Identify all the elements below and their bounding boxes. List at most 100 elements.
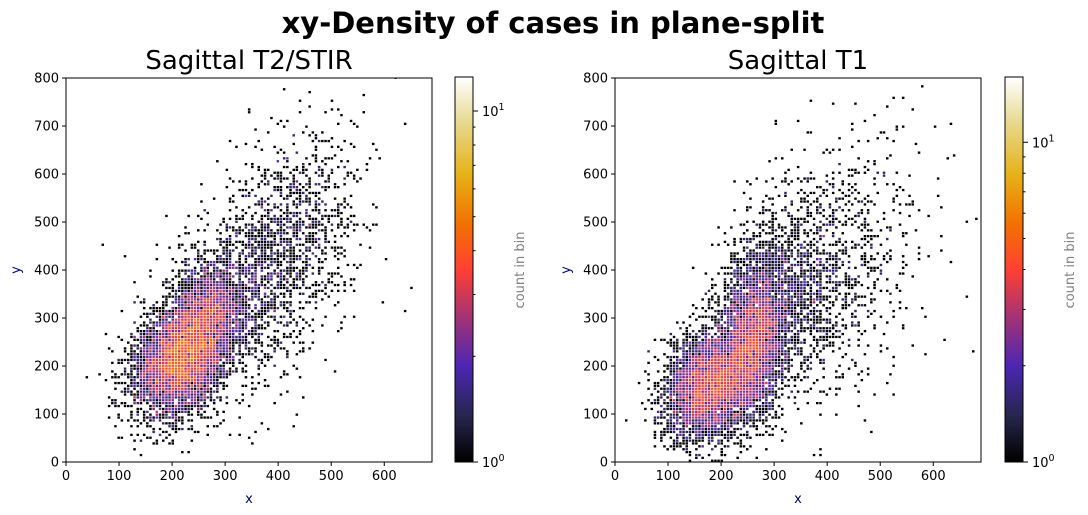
hexbin-cell	[238, 180, 241, 183]
hexbin-cell	[136, 433, 139, 436]
hexbin-cell	[158, 335, 162, 339]
hexbin-cell	[682, 376, 685, 379]
hexbin-cell	[270, 235, 273, 238]
hexbin-cell	[222, 324, 225, 327]
hexbin-cell	[286, 321, 289, 324]
hexbin-cell	[739, 396, 743, 399]
hexbin-cell	[260, 258, 264, 261]
hexbin-cell	[302, 327, 305, 330]
hexbin-cell	[203, 289, 206, 292]
hexbin-cell	[755, 361, 758, 364]
hexbin-cell	[695, 413, 698, 416]
hexbin-cell	[162, 347, 165, 350]
hexbin-cell	[235, 309, 238, 313]
hexbin-cell	[225, 275, 229, 278]
hexbin-cell	[241, 283, 244, 287]
hexbin-cell	[730, 353, 733, 356]
hexbin-cell	[209, 353, 213, 356]
hexbin-cell	[701, 407, 704, 411]
hexbin-cell	[279, 321, 283, 324]
hexbin-cell	[165, 367, 168, 370]
hexbin-cell	[174, 425, 178, 428]
hexbin-cell	[308, 197, 311, 200]
hexbin-cell	[844, 324, 848, 327]
hexbin-cell	[726, 396, 730, 399]
hexbin-cell	[222, 272, 225, 275]
hexbin-cell	[165, 355, 168, 359]
hexbin-cell	[742, 367, 746, 370]
hexbin-cell	[311, 318, 315, 321]
hexbin-cell	[688, 358, 692, 362]
hexbin-cell	[844, 240, 848, 243]
hexbin-cell	[758, 350, 762, 353]
hexbin-cell	[133, 321, 136, 324]
hexbin-cell	[152, 379, 155, 382]
hexbin-cell	[136, 384, 139, 387]
hexbin-cell	[726, 419, 730, 422]
hexbin-cell	[174, 292, 178, 295]
hexbin-cell	[222, 258, 225, 261]
hexbin-cell	[711, 425, 714, 428]
hexbin-cell	[720, 399, 723, 402]
hexbin-cell	[295, 180, 299, 183]
hexbin-cell	[263, 209, 267, 212]
hexbin-cell	[723, 344, 727, 347]
hexbin-cell	[244, 347, 248, 350]
hexbin-cell	[190, 439, 194, 442]
hexbin-cell	[761, 255, 765, 258]
hexbin-cell	[781, 209, 784, 212]
hexbin-cell	[695, 416, 698, 419]
hexbin-cell	[216, 353, 219, 356]
hexbin-cell	[197, 404, 200, 408]
hexbin-cell	[330, 275, 334, 278]
hexbin-cell	[796, 312, 800, 315]
hexbin-cell	[295, 223, 299, 226]
hexbin-cell	[688, 410, 692, 413]
hexbin-cell	[257, 243, 260, 246]
hexbin-cell	[197, 355, 200, 359]
hexbin-cell	[676, 358, 679, 362]
hexbin-cell	[247, 235, 251, 238]
hexbin-cell	[206, 364, 209, 367]
hexbin-cell	[647, 379, 650, 382]
hexbin-cell	[292, 252, 295, 255]
hexbin-cell	[676, 442, 679, 445]
hexbin-cell	[749, 416, 752, 419]
hexbin-cell	[286, 255, 289, 258]
hexbin-cell	[263, 260, 267, 264]
hexbin-cell	[739, 390, 743, 393]
hexbin-cell	[720, 422, 723, 425]
hexbin-cell	[771, 379, 774, 382]
hexbin-cell	[257, 341, 260, 344]
hexbin-cell	[669, 358, 673, 362]
hexbin-cell	[247, 237, 251, 241]
hexbin-cell	[726, 315, 730, 318]
hexbin-cell	[816, 232, 819, 235]
hexbin-cell	[793, 286, 797, 290]
hexbin-cell	[324, 246, 327, 249]
hexbin-cell	[676, 379, 679, 382]
hexbin-cell	[742, 281, 746, 284]
hexbin-cell	[286, 232, 289, 235]
hexbin-cell	[755, 315, 758, 318]
hexbin-cell	[190, 407, 194, 411]
hexbin-cell	[263, 301, 267, 304]
hexbin-cell	[209, 321, 213, 324]
hexbin-cell	[267, 281, 270, 284]
hexbin-cell	[282, 252, 286, 255]
hexbin-cell	[216, 338, 219, 341]
hexbin-cell	[232, 355, 235, 359]
hexbin-cell	[219, 307, 222, 310]
hexbin-cell	[711, 379, 714, 382]
hexbin-cell	[720, 442, 723, 445]
hexbin-cell	[136, 355, 139, 359]
hexbin-cell	[682, 442, 685, 445]
hexbin-cell	[222, 240, 225, 243]
hexbin-cell	[184, 298, 187, 301]
hexbin-cell	[187, 335, 190, 339]
hexbin-cell	[149, 275, 152, 278]
hexbin-cell	[784, 309, 787, 313]
hexbin-cell	[781, 298, 784, 301]
hexbin-cell	[267, 243, 270, 246]
hexbin-cell	[739, 332, 743, 336]
